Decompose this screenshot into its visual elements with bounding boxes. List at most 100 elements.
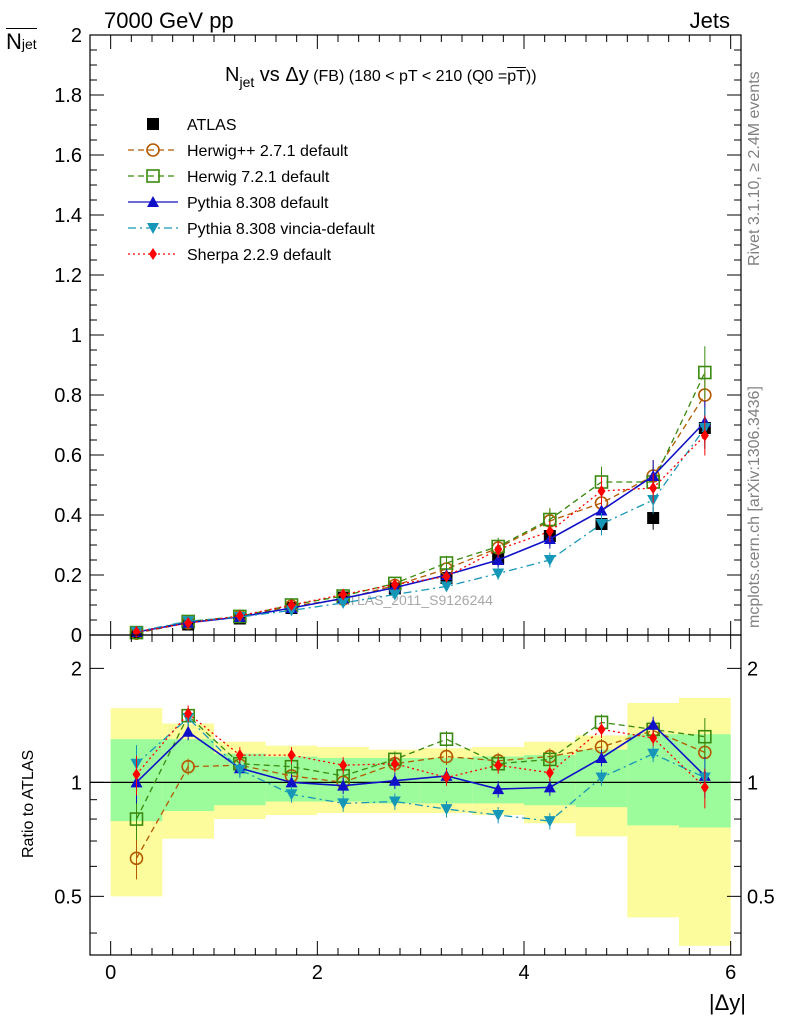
legend-marker: [147, 196, 159, 207]
legend-item: Herwig 7.2.1 default: [128, 169, 330, 186]
ratio-series-line: [135, 723, 706, 790]
ratio-data-point: [129, 812, 144, 826]
ratio-data-point: [492, 809, 505, 821]
ratio-data-point: [339, 759, 348, 772]
data-point: [595, 519, 608, 530]
ratio-data-point: [649, 731, 658, 744]
y-axis-label-n: N: [6, 29, 22, 54]
rivet-version-text: Rivet 3.1.10, ≥ 2.4M events: [746, 71, 763, 266]
y-tick-label: 0: [71, 625, 82, 647]
ratio-data-point: [543, 816, 556, 828]
legend-item: Herwig++ 2.7.1 default: [128, 143, 349, 160]
data-point: [388, 589, 401, 601]
x-tick-label: 6: [725, 962, 736, 984]
ratio-data-point: [439, 732, 454, 747]
x-tick-label: 2: [312, 962, 323, 984]
legend-label: ATLAS: [187, 117, 237, 134]
ratio-series-4: [132, 705, 709, 809]
series-line: [136, 435, 706, 633]
ratio-data-point: [132, 768, 141, 781]
ratio-series-line: [136, 716, 706, 822]
data-point: [440, 581, 453, 593]
data-point: [597, 485, 606, 497]
x-axis-label: |Δy|: [708, 990, 746, 1015]
title-vs: vs: [254, 64, 286, 86]
series-line: [136, 372, 706, 634]
ratio-data-point: [233, 764, 246, 776]
ratio-series-1: [129, 707, 712, 841]
uncertainty-band-inner: [162, 739, 214, 812]
ratio-y-tick-label-left: 1: [71, 772, 82, 794]
ratio-data-point: [700, 781, 709, 794]
data-point: [390, 578, 399, 591]
ratio-data-point: [595, 772, 608, 784]
data-point: [545, 525, 554, 538]
ratio-data-point: [439, 749, 454, 764]
data-point: [494, 543, 503, 556]
ratio-data-point: [235, 749, 244, 762]
legend-marker: [146, 143, 160, 157]
x-tick-label: 4: [518, 962, 529, 984]
legend-label: Pythia 8.308 vincia-default: [187, 221, 375, 238]
ratio-data-point: [440, 804, 453, 816]
y-tick-label: 0.4: [54, 505, 82, 527]
title-n-sub: jet: [239, 74, 255, 90]
data-point: [700, 429, 709, 442]
legend-label: Sherpa 2.2.9 default: [187, 247, 332, 264]
legend-item: Sherpa 2.2.9 default: [128, 247, 332, 264]
data-point: [543, 555, 556, 566]
y-tick-label: 1.8: [54, 85, 82, 107]
ratio-frame: [89, 634, 742, 956]
series-line: [136, 427, 706, 633]
data-point: [184, 617, 193, 629]
ratio-data-point: [390, 757, 399, 770]
ratio-series-line: [136, 712, 706, 788]
ratio-data-point: [494, 759, 503, 772]
ratio-data-point: [285, 776, 298, 788]
ratio-y-tick-label-right: 2: [747, 658, 758, 680]
y-axis-label: Njet: [6, 28, 37, 55]
ratio-data-point: [287, 749, 296, 762]
legend-label: Herwig++ 2.7.1 default: [187, 143, 349, 160]
title-fb: (FB): [308, 68, 349, 85]
energy-label: 7000 GeV pp: [104, 8, 234, 33]
data-point: [287, 599, 296, 611]
data-point: [492, 554, 505, 565]
mcplots-reference-text: mcplots.cern.ch [arXiv:1306.3436]: [746, 386, 763, 628]
title-delta: Δy: [285, 64, 309, 86]
ratio-y-tick-label-left: 0.5: [54, 886, 82, 908]
data-point: [649, 482, 658, 494]
ratio-data-point: [647, 748, 660, 760]
y-tick-label: 1.4: [54, 205, 82, 227]
ratio-data-point: [337, 779, 350, 791]
data-point: [235, 609, 244, 622]
legend-label: Herwig 7.2.1 default: [187, 169, 330, 186]
ratio-data-point: [597, 723, 606, 736]
ratio-data-point: [492, 783, 505, 795]
ratio-y-axis-label: Ratio to ATLAS: [20, 749, 37, 858]
legend-item: ATLAS: [147, 117, 237, 134]
main-panel: 0 0.2 0.4 0.6 0.8 1 1.2 1.4 1.6 1.8 2 ATLAS_2011_S9…: [54, 25, 742, 647]
ratio-data-point: [182, 725, 195, 737]
title-range-b: )): [525, 68, 537, 85]
data-point: [442, 570, 451, 583]
y-tick-label: 1.2: [54, 265, 82, 287]
ratio-data-point: [698, 729, 712, 744]
ratio-y-tick-label-left: 2: [71, 658, 82, 680]
y-tick-label: 1.6: [54, 145, 82, 167]
y-tick-label: 0.8: [54, 385, 82, 407]
data-point: [595, 504, 608, 516]
legend-marker: [147, 223, 159, 234]
ratio-data-point: [285, 789, 298, 801]
watermark-text: ATLAS_2011_S9126244: [340, 592, 493, 608]
series-5: [132, 415, 709, 638]
ratio-y-tick-label-right: 1: [747, 772, 758, 794]
observable-group-label: Jets: [689, 8, 730, 33]
title-range-ovl: pT: [507, 68, 526, 85]
data-point: [337, 597, 350, 609]
ratio-data-point: [184, 707, 193, 720]
y-tick-label: 2: [71, 25, 82, 47]
y-tick-label: 0.2: [54, 565, 82, 587]
series-line: [136, 394, 706, 634]
